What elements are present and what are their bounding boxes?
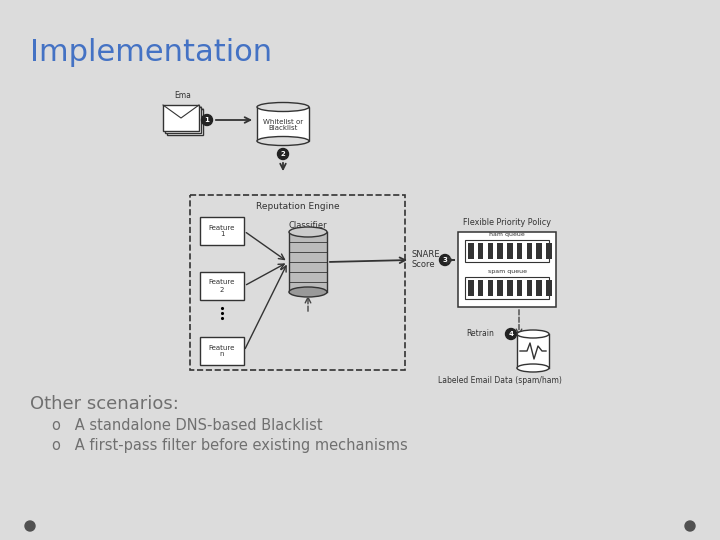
Text: 3: 3 [443, 257, 447, 264]
Bar [526, 243, 532, 259]
Bar [536, 243, 541, 259]
Ellipse shape [289, 227, 327, 237]
Bar [200, 217, 244, 245]
Text: Feature
1: Feature 1 [209, 225, 235, 238]
Text: 1: 1 [204, 117, 210, 123]
Bar [465, 240, 549, 262]
Text: Whitelist or
Blacklist: Whitelist or Blacklist [263, 118, 303, 132]
Text: spam queue: spam queue [487, 269, 526, 274]
Bar [517, 280, 522, 296]
Text: Feature
2: Feature 2 [209, 280, 235, 293]
Bar [190, 195, 405, 370]
Text: 2: 2 [281, 151, 285, 157]
Circle shape [277, 148, 289, 159]
Text: SNARE
Score: SNARE Score [411, 250, 439, 269]
Bar [163, 105, 199, 131]
Bar [517, 334, 549, 368]
Circle shape [439, 254, 451, 266]
Text: Implementation: Implementation [30, 38, 272, 67]
Ellipse shape [257, 103, 309, 111]
Bar [465, 277, 549, 299]
Bar [526, 280, 532, 296]
Bar [200, 272, 244, 300]
Text: o   A standalone DNS-based Blacklist: o A standalone DNS-based Blacklist [52, 418, 323, 433]
Text: Feature
n: Feature n [209, 345, 235, 357]
Circle shape [505, 328, 516, 340]
Ellipse shape [289, 287, 327, 297]
Bar [487, 280, 493, 296]
Text: Other scenarios:: Other scenarios: [30, 395, 179, 413]
Circle shape [685, 521, 695, 531]
Bar [507, 280, 513, 296]
Text: ham queue: ham queue [489, 232, 525, 237]
Bar [507, 243, 513, 259]
Text: Reputation Engine: Reputation Engine [256, 202, 339, 211]
Text: o   A first-pass filter before existing mechanisms: o A first-pass filter before existing me… [52, 438, 408, 453]
Bar [478, 280, 483, 296]
Text: Classifier: Classifier [289, 221, 328, 230]
Bar [257, 107, 309, 141]
Ellipse shape [517, 364, 549, 372]
Bar [167, 109, 203, 135]
Bar [536, 280, 541, 296]
Bar [498, 280, 503, 296]
Bar [165, 107, 201, 133]
Ellipse shape [257, 137, 309, 145]
Bar [200, 337, 244, 365]
Text: Retrain: Retrain [466, 329, 494, 339]
Bar [517, 243, 522, 259]
Circle shape [25, 521, 35, 531]
Bar [468, 243, 474, 259]
Bar [458, 232, 556, 307]
Text: Flexible Priority Policy: Flexible Priority Policy [463, 218, 551, 227]
Text: Ema: Ema [174, 91, 192, 100]
Circle shape [202, 114, 212, 125]
Text: Labeled Email Data (spam/ham): Labeled Email Data (spam/ham) [438, 376, 562, 385]
Bar [289, 232, 327, 292]
Text: 4: 4 [508, 332, 513, 338]
Bar [468, 280, 474, 296]
Bar [546, 243, 552, 259]
Bar [487, 243, 493, 259]
Bar [478, 243, 483, 259]
Bar [546, 280, 552, 296]
Ellipse shape [517, 330, 549, 338]
Bar [498, 243, 503, 259]
